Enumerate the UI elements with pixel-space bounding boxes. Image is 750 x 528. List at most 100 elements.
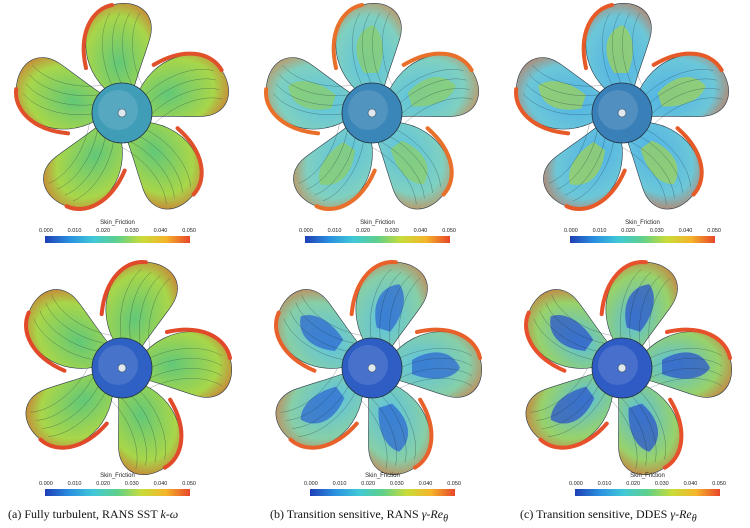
blade-leading-edge xyxy=(514,87,571,136)
blade-leading-edge xyxy=(264,87,321,136)
propeller-blade xyxy=(543,121,627,211)
colorbar-title: Skin_Friction xyxy=(365,473,400,479)
colorbar: Skin_Friction 0.000 0.010 0.020 0.030 0.040 0… xyxy=(39,473,196,499)
blade-streak xyxy=(276,83,346,106)
blade-streak xyxy=(401,88,470,115)
blade-streak xyxy=(154,97,223,124)
blade-streak xyxy=(399,368,473,379)
colorbar-tick: 0.010 xyxy=(592,228,607,234)
colorbar: Skin_Friction 0.000 0.010 0.020 0.030 0.040 0… xyxy=(569,473,726,499)
colorbar-tick: 0.020 xyxy=(361,481,376,487)
blade-surface xyxy=(117,381,181,475)
blade-streak xyxy=(64,135,106,196)
blade-streak xyxy=(306,129,348,190)
blade-streak xyxy=(530,368,588,413)
blade-streak xyxy=(120,397,147,466)
blade-patch xyxy=(300,315,344,351)
blade-streak xyxy=(149,348,223,359)
hub-highlight xyxy=(598,90,638,130)
blade-patch xyxy=(375,284,404,332)
colorbar-tick: 0.040 xyxy=(678,228,693,234)
propeller-blade xyxy=(622,121,704,210)
colorbar-tick: 0.030 xyxy=(384,228,399,234)
colorbar-tick: 0.040 xyxy=(153,228,168,234)
blade-streak xyxy=(29,74,99,96)
blade-patch xyxy=(319,141,355,185)
blade-streak xyxy=(649,348,723,359)
colorbar-tick: 0.040 xyxy=(683,481,698,487)
blade-streak xyxy=(48,123,90,184)
propeller-blade xyxy=(139,327,232,398)
caption-c-model: γ-Re xyxy=(670,507,692,521)
propeller-blade xyxy=(581,3,652,96)
caption-c-subscript: θ xyxy=(691,513,697,525)
colorbar: Skin_Friction 0.000 0.010 0.020 0.030 0.040 0… xyxy=(39,220,196,246)
blade-streak xyxy=(149,378,223,389)
propeller-blade xyxy=(361,381,434,475)
blade-streak xyxy=(536,376,594,421)
propeller-image xyxy=(524,260,732,475)
blade-streak xyxy=(372,12,383,86)
blade-leading-edge xyxy=(538,421,609,450)
blade-streak xyxy=(361,400,388,469)
blade-leading-edge xyxy=(99,260,148,317)
caption-b-subscript: θ xyxy=(443,513,448,525)
caption-c-text: (c) Transition sensitive, DDES xyxy=(520,507,671,521)
colorbar-tick: 0.000 xyxy=(39,481,53,487)
blade-streak xyxy=(551,294,612,336)
colorbar-tick: 0.040 xyxy=(418,481,433,487)
blade-patch xyxy=(569,141,605,185)
caption-a-text: (a) Fully turbulent, RANS SST xyxy=(8,507,161,521)
blade-streak xyxy=(120,269,142,339)
blade-leading-edge xyxy=(331,3,364,70)
propeller-image xyxy=(274,260,482,475)
colorbar-gradient xyxy=(570,236,715,243)
hub-highlight xyxy=(98,90,138,130)
blade-patch xyxy=(538,81,586,110)
panel-b-bottom: Skin_Friction 0.000 0.010 0.020 0.030 0.040 0… xyxy=(250,255,500,505)
blade-streak xyxy=(542,384,600,429)
propeller-blade xyxy=(372,121,454,210)
blade-patch xyxy=(662,352,710,379)
blade-streak xyxy=(648,278,671,348)
blade-patch xyxy=(407,77,456,107)
blade-leading-edge xyxy=(665,327,732,360)
blade-streak xyxy=(283,318,344,360)
blade-streak xyxy=(280,368,338,413)
blade-streak xyxy=(395,69,464,95)
blade-leading-edge xyxy=(651,51,724,73)
colorbar-tick: 0.050 xyxy=(707,228,721,234)
colorbar-ticks: 0.000 0.010 0.020 0.030 0.040 0.050 xyxy=(299,228,456,234)
blade-streak xyxy=(282,64,352,87)
blade-streak xyxy=(649,358,723,369)
propeller-blade xyxy=(525,368,614,450)
colorbar-tick: 0.030 xyxy=(649,228,664,234)
colorbar-gradient xyxy=(305,236,450,243)
blade-streak xyxy=(148,278,171,348)
blade-patch xyxy=(625,284,654,332)
propeller-blade xyxy=(99,260,178,355)
blade-streak xyxy=(398,78,467,105)
colorbar-title: Skin_Friction xyxy=(360,220,395,226)
propeller-image xyxy=(514,3,729,211)
blade-streak xyxy=(620,269,642,339)
panel-c-bottom: Skin_Friction 0.000 0.010 0.020 0.030 0.040 0… xyxy=(500,255,750,505)
blade-streak xyxy=(388,135,433,193)
blade-leading-edge xyxy=(274,310,317,373)
blade-leading-edge xyxy=(314,168,377,211)
blade-leading-edge xyxy=(165,327,232,360)
hub-highlight xyxy=(98,345,138,385)
blade-streak xyxy=(130,394,157,463)
colorbar-tick: 0.040 xyxy=(413,228,428,234)
blade-leading-edge xyxy=(675,126,704,197)
blade-patch xyxy=(628,403,658,452)
blade-streak xyxy=(389,275,411,345)
blade-leading-edge xyxy=(14,87,71,136)
propeller-blade xyxy=(293,121,377,211)
propeller-blade xyxy=(599,260,678,355)
blade-streak xyxy=(149,358,223,369)
colorbar-tick: 0.030 xyxy=(654,481,669,487)
blade-streak xyxy=(352,12,363,86)
blade-streak xyxy=(30,368,88,413)
blade-streak xyxy=(539,310,600,352)
